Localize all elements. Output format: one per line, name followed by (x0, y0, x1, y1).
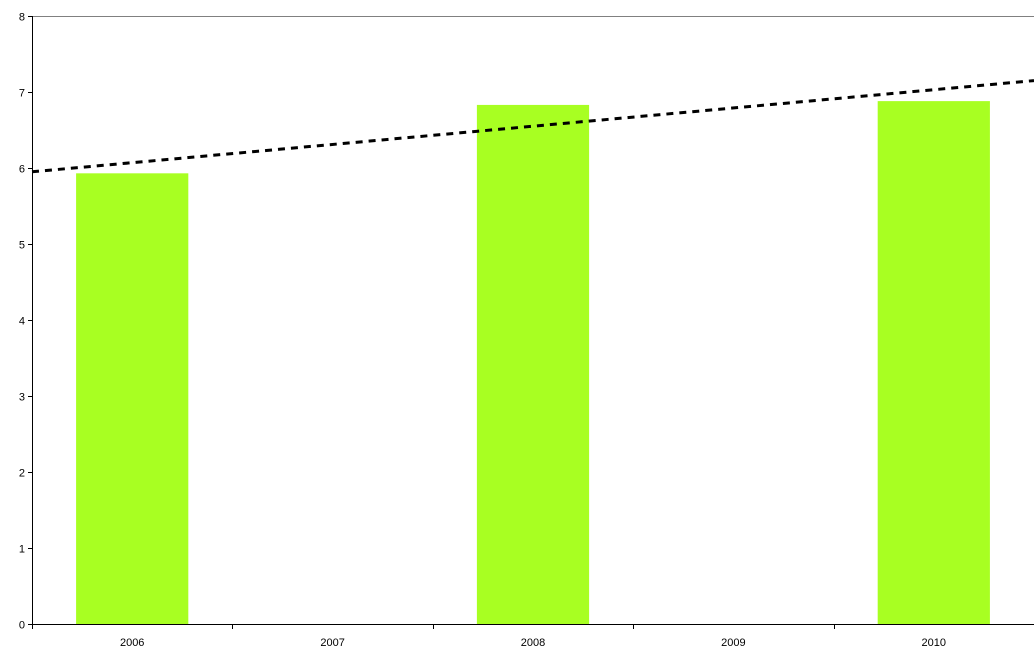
y-tick-label-3: 3 (19, 392, 25, 404)
bar-2008 (476, 104, 590, 625)
x-tick-label-2006: 2006 (120, 637, 144, 648)
y-tick-label-4: 4 (19, 316, 25, 328)
y-tick-label-7: 7 (19, 88, 25, 100)
y-tick-label-2: 2 (19, 468, 25, 480)
bars-layer (76, 101, 990, 625)
x-tick-label-2009: 2009 (721, 637, 745, 648)
labels-layer: 0 1 2 3 4 5 6 7 8 2006 2007 2008 2009 2010 (19, 12, 946, 650)
y-tick-label-1: 1 (19, 544, 25, 556)
bar-2010 (877, 101, 990, 625)
trendline (31, 79, 1034, 174)
bar-2006 (76, 173, 189, 624)
y-tick-label-5: 5 (19, 240, 25, 252)
y-tick-label-8: 8 (19, 12, 25, 24)
trendline-layer (31, 79, 1034, 174)
x-tick-label-2010: 2010 (922, 637, 946, 648)
axes-layer (28, 16, 1034, 629)
x-tick-label-2008: 2008 (521, 637, 545, 648)
x-tick-label-2007: 2007 (320, 637, 344, 648)
y-tick-label-0: 0 (19, 620, 25, 632)
y-tick-label-6: 6 (19, 164, 25, 176)
